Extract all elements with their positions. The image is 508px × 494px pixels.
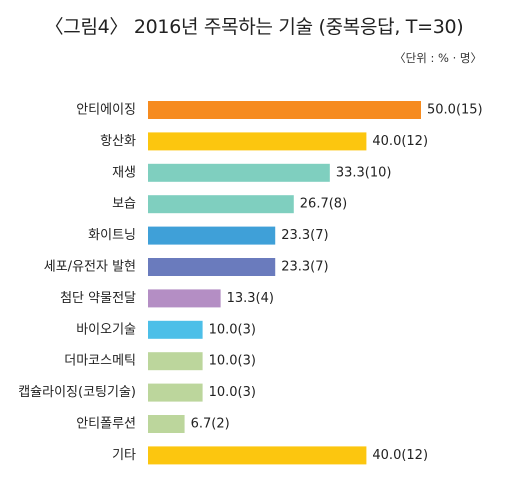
category-label: 안티에이징 (76, 103, 136, 118)
category-label: 더마코스메틱 (64, 354, 136, 369)
category-label: 항산화 (100, 134, 136, 149)
category-label: 캡슐라이징(코팅기술) (18, 385, 136, 400)
unit-note: 〈단위 : % · 명〉 (394, 51, 482, 65)
bar (148, 101, 421, 119)
chart-title: 〈그림4〉 2016년 주목하는 기술 (중복응답, T=30) (44, 16, 464, 38)
category-label: 화이트닝 (88, 228, 136, 243)
value-label: 6.7(2) (191, 417, 230, 432)
category-label: 재생 (112, 165, 136, 180)
bar (148, 195, 294, 214)
category-label: 바이오기술 (76, 322, 136, 337)
bar (148, 415, 185, 433)
value-label: 40.0(12) (372, 134, 428, 149)
bar (148, 258, 276, 276)
category-label: 기타 (112, 448, 136, 463)
value-label: 26.7(8) (300, 197, 347, 212)
value-label: 23.3(7) (281, 260, 328, 275)
category-label: 첨단 약물전달 (60, 291, 136, 306)
bar (148, 446, 367, 465)
bar (148, 352, 203, 371)
category-label: 세포/유전자 발현 (44, 260, 136, 275)
bar (148, 320, 203, 339)
bar (148, 163, 330, 182)
value-label: 40.0(12) (372, 448, 428, 463)
bar (148, 226, 276, 245)
value-label: 13.3(4) (227, 291, 274, 306)
bar (148, 132, 367, 151)
bar (148, 383, 203, 402)
value-label: 23.3(7) (281, 228, 328, 243)
category-label: 안티폴루션 (76, 417, 136, 432)
value-label: 10.0(3) (209, 322, 256, 337)
value-label: 33.3(10) (336, 165, 392, 180)
value-label: 50.0(15) (427, 103, 483, 118)
category-label: 보습 (112, 197, 136, 212)
value-label: 10.0(3) (209, 385, 256, 400)
bar (148, 289, 221, 308)
value-label: 10.0(3) (209, 354, 256, 369)
